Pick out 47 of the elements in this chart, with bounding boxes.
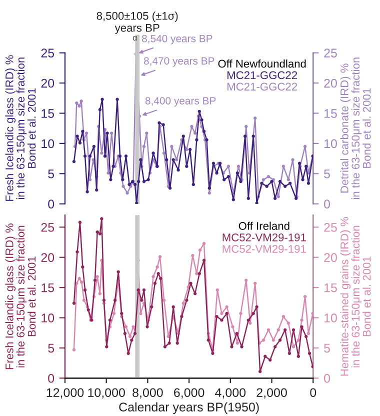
band-label: 8,500±105 (±1σ) years BP: [96, 12, 178, 34]
y-axis-title: Fresh Icelandic glass (IRD) % in the 63-150μm size fraction Bond et al. 2001: [5, 224, 36, 370]
x-axis-title: Calendar years BP(1950): [119, 402, 259, 414]
y-tick-label: 20: [41, 253, 54, 262]
x-tick-label: 4,000: [215, 388, 246, 399]
y2-tick-label: 25: [324, 222, 337, 232]
x-tick-label: 2,000: [256, 388, 287, 399]
y-tick-label: 25: [41, 48, 54, 58]
y2-tick-label: 0: [324, 374, 330, 383]
y-tick-label: 20: [41, 78, 54, 88]
y-tick-label: 5: [48, 344, 54, 353]
y2-tick-label: 25: [324, 48, 337, 58]
y-tick-label: 25: [41, 222, 54, 232]
text: MC52-VM29-191: [222, 234, 306, 242]
legend-title: Off Newfoundland: [218, 60, 306, 68]
y-axis-title: Fresh Icelandic glass (IRD) % in the 63-150μm size fraction Bond et al. 2001: [5, 55, 36, 201]
text: MC21-GGC22: [227, 82, 298, 91]
y2-axis-title: Hematite-stained grains (IRD) % in the 63-150μm size fraction Bond et al. 2001: [340, 217, 371, 376]
y-tick-label: 15: [42, 283, 54, 292]
y-tick-label: 5: [48, 170, 54, 178]
y2-tick-label: 10: [324, 314, 337, 322]
legend-title: Off Ireland: [238, 222, 290, 230]
y-tick-label: 0: [48, 200, 54, 208]
y2-tick-label: 20: [324, 78, 337, 88]
x-tick-label: 10,000: [88, 388, 125, 399]
x-tick-label: 0: [310, 388, 316, 398]
y2-tick-label: 0: [324, 200, 330, 208]
y-tick-label: 10: [42, 314, 54, 322]
annotation: 8,470 years BP: [144, 57, 214, 67]
annotation: 8,540 years BP: [142, 34, 212, 44]
y2-tick-label: 5: [324, 170, 330, 178]
annotation: 8,400 years BP: [145, 97, 216, 107]
y2-tick-label: 20: [324, 253, 337, 262]
x-tick-label: 6,000: [174, 388, 204, 399]
y2-tick-label: 10: [324, 139, 337, 148]
x-tick-label: 8,000: [132, 388, 163, 399]
series-label: MC52-VM29-191: [222, 244, 306, 253]
y2-tick-label: 5: [324, 344, 330, 353]
y2-axis-title: Detrital carbonate (IRD) % in the 63-150μm size fraction Bond et al. 2001: [340, 58, 371, 200]
y-tick-label: 15: [42, 109, 54, 118]
text: MC21-GGC22: [227, 71, 298, 80]
y-tick-label: 0: [48, 374, 54, 383]
text: α: [132, 36, 138, 41]
y2-tick-label: 15: [324, 109, 337, 118]
x-tick-label: 12,000: [46, 388, 84, 399]
y-tick-label: 10: [42, 139, 54, 148]
y2-tick-label: 15: [324, 283, 337, 292]
